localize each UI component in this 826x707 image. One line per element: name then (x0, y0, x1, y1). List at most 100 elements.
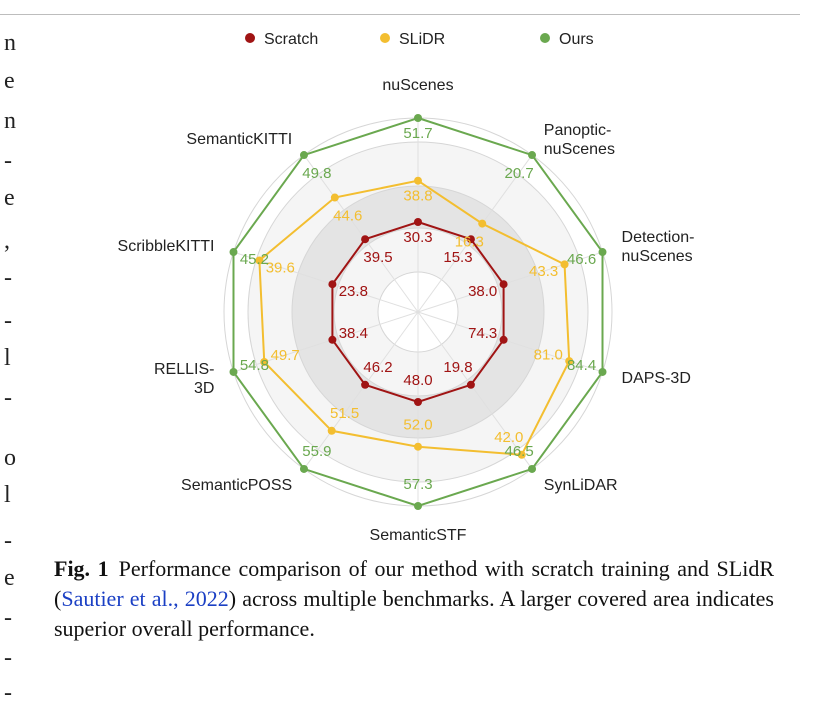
left-fragment: - (4, 528, 12, 554)
data-point (255, 256, 264, 265)
data-label: 84.4 (567, 357, 596, 374)
legend-label: Scratch (264, 31, 318, 48)
left-fragment: n (4, 108, 16, 134)
data-label: 54.8 (240, 357, 269, 374)
axis-label: nuScenes (382, 77, 453, 94)
caption-citation-link[interactable]: Sautier et al., 2022 (61, 586, 229, 611)
data-label: 57.3 (403, 476, 432, 493)
data-point (414, 114, 422, 122)
axis-spoke (233, 251, 419, 313)
left-fragment: - (4, 265, 12, 291)
data-point (328, 280, 337, 289)
series-scratch: 30.3 15.3 38.0 74.3 19.8 48.0 46.2 38.4 23.8 39.5 (328, 218, 508, 406)
data-point (528, 464, 537, 473)
data-point (414, 442, 422, 451)
data-label: 51.5 (330, 405, 359, 422)
left-fragment: - (4, 385, 12, 411)
data-label: 51.7 (403, 125, 432, 142)
data-point (330, 193, 339, 202)
axis-label: ScribbleKITTI (118, 238, 215, 255)
data-point (414, 176, 422, 185)
series-slidr: 38.8 16.3 43.3 81.0 42.0 52.0 51.5 49.7 39.6 44.6 (255, 176, 574, 459)
data-label: 44.6 (333, 207, 362, 224)
axis-spoke (417, 311, 533, 470)
data-point (598, 248, 607, 257)
data-label: 23.8 (339, 283, 368, 300)
data-label: 46.5 (504, 443, 533, 460)
data-point (229, 248, 238, 257)
left-fragment: e (4, 68, 15, 94)
axis-label: DAPS-3D (622, 370, 691, 387)
data-label: 39.6 (266, 259, 295, 276)
legend-marker (245, 33, 255, 43)
left-fragment: n (4, 30, 16, 56)
left-fragment: l (4, 482, 11, 508)
data-label: 38.4 (339, 325, 368, 342)
data-label: 16.3 (455, 233, 484, 250)
data-label: 39.5 (363, 249, 392, 266)
data-point (499, 335, 508, 344)
data-point (361, 380, 370, 389)
data-label: 48.0 (403, 372, 432, 389)
data-point (299, 151, 308, 160)
figure-caption: Fig. 1 Performance comparison of our meth… (54, 554, 774, 644)
axis-spoke (303, 154, 419, 313)
page-top-rule (0, 14, 800, 15)
left-fragment: - (4, 680, 12, 706)
caption-label: Fig. 1 (54, 556, 109, 581)
radar-series: 30.3 15.3 38.0 74.3 19.8 48.0 46.2 38.4 23.8 39.5… (229, 114, 607, 510)
data-point (598, 367, 607, 376)
data-point (414, 502, 422, 510)
axis-label: Detection-nuScenes (622, 229, 695, 265)
data-point (528, 151, 537, 160)
data-point (499, 280, 508, 289)
radar-axis-labels: nuScenes Panoptic-nuScenes Detection-nuSce… (118, 77, 695, 540)
left-fragment: - (4, 148, 12, 174)
axis-label: Panoptic-nuScenes (544, 122, 615, 158)
left-fragment: - (4, 645, 12, 671)
left-fragment: o (4, 445, 16, 471)
data-point (478, 219, 487, 228)
axis-spoke (303, 311, 419, 470)
data-point (414, 218, 422, 226)
data-label: 19.8 (443, 359, 472, 376)
data-point (260, 357, 269, 366)
data-label: 43.3 (529, 263, 558, 280)
data-label: 49.8 (302, 165, 331, 182)
left-fragment: , (4, 228, 10, 254)
data-label: 15.3 (443, 249, 472, 266)
data-label: 20.7 (504, 165, 533, 182)
axis-label: SemanticPOSS (181, 477, 292, 494)
data-point (517, 450, 526, 459)
data-point (466, 380, 475, 389)
axis-spoke (417, 251, 603, 313)
legend-marker (540, 33, 550, 43)
data-label: 74.3 (468, 325, 497, 342)
data-label: 46.6 (567, 251, 596, 268)
series-ours: 51.7 20.7 46.6 84.4 46.5 57.3 55.9 54.8 45.2 49.8 (229, 114, 607, 510)
left-fragment: - (4, 308, 12, 334)
caption-text-after: ) across multiple benchmarks. A larger c… (54, 586, 774, 641)
data-point (361, 235, 370, 244)
data-label: 49.7 (271, 347, 300, 364)
data-point (328, 335, 337, 344)
data-label: 46.2 (363, 359, 392, 376)
caption-text-before: Performance comparison of our method wit… (54, 556, 774, 611)
data-point (466, 235, 475, 244)
data-label: 42.0 (494, 429, 523, 446)
legend-marker (380, 33, 390, 43)
legend-label: SLiDR (399, 31, 445, 48)
axis-spoke (417, 154, 533, 313)
left-fragment: l (4, 345, 11, 371)
data-point (229, 367, 238, 376)
data-label: 38.8 (403, 188, 432, 205)
data-point (327, 426, 336, 435)
data-label: 38.0 (468, 283, 497, 300)
data-label: 45.2 (240, 251, 269, 268)
data-point (299, 464, 308, 473)
left-fragment: e (4, 185, 15, 211)
axis-label: RELLIS-3D (154, 361, 214, 397)
data-label: 30.3 (403, 229, 432, 246)
data-point (560, 260, 569, 269)
